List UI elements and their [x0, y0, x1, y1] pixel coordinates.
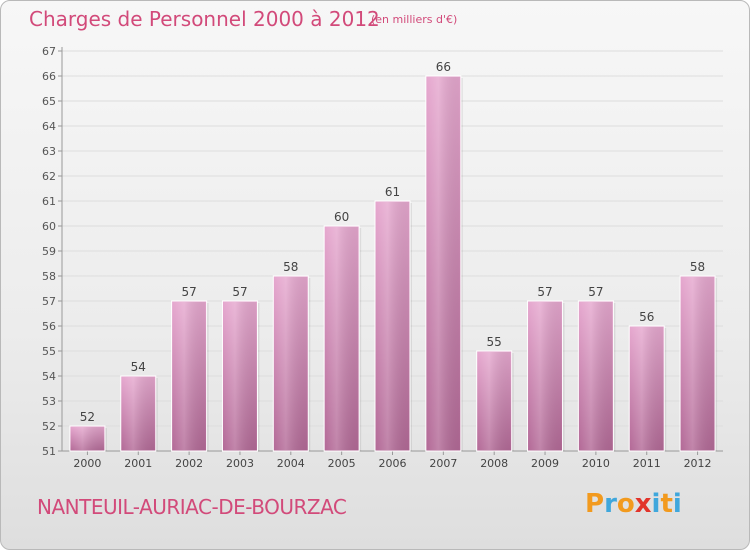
y-tick-label: 60 [42, 220, 56, 233]
data-label: 66 [436, 60, 451, 74]
x-tick-label: 2006 [379, 457, 407, 470]
bar-highlight [579, 302, 613, 450]
y-tick-label: 53 [42, 395, 56, 408]
data-label: 57 [537, 285, 552, 299]
y-tick-label: 57 [42, 295, 56, 308]
x-tick-label: 2001 [124, 457, 152, 470]
bar-highlight [426, 77, 460, 450]
data-label: 58 [690, 260, 705, 274]
y-tick-label: 63 [42, 145, 56, 158]
y-tick-label: 55 [42, 345, 56, 358]
bar-highlight [528, 302, 562, 450]
logo-letter: t [660, 489, 673, 519]
bar-highlight [681, 277, 715, 450]
location-name: NANTEUIL-AURIAC-DE-BOURZAC [37, 495, 347, 519]
y-tick-label: 65 [42, 95, 56, 108]
data-label: 57 [232, 285, 247, 299]
x-tick-label: 2005 [328, 457, 356, 470]
bar-highlight [223, 302, 257, 450]
bar-highlight [376, 202, 409, 450]
y-tick-label: 54 [42, 370, 56, 383]
data-label: 54 [131, 360, 146, 374]
chart-title: Charges de Personnel 2000 à 2012 [29, 7, 380, 31]
x-tick-label: 2007 [429, 457, 457, 470]
bar-highlight [477, 352, 511, 450]
bar-highlight [121, 377, 155, 450]
y-tick-label: 59 [42, 245, 56, 258]
logo-letter: i [651, 489, 661, 519]
logo-letter: P [585, 489, 605, 519]
data-label: 55 [487, 335, 502, 349]
y-tick-label: 58 [42, 270, 56, 283]
data-label: 52 [80, 410, 95, 424]
bar-highlight [172, 302, 206, 450]
x-tick-label: 2002 [175, 457, 203, 470]
x-tick-label: 2003 [226, 457, 254, 470]
y-tick-label: 64 [42, 120, 56, 133]
logo-letter: i [672, 489, 682, 519]
data-label: 56 [639, 310, 654, 324]
y-tick-label: 51 [42, 445, 56, 458]
x-tick-label: 2011 [633, 457, 661, 470]
bar-highlight [325, 227, 359, 450]
chart-units: (en milliers d'€) [371, 13, 458, 26]
data-labels: 52 54 57 57 58 60 61 66 55 57 57 56 58 [80, 60, 705, 424]
bar-highlight [630, 327, 664, 450]
y-tick-label: 62 [42, 170, 56, 183]
logo-letter: x [634, 489, 652, 519]
x-tick-label: 2004 [277, 457, 305, 470]
y-tick-label: 66 [42, 70, 56, 83]
y-tick-label: 52 [42, 420, 56, 433]
logo-letter: r [604, 489, 617, 519]
x-tick-label: 2000 [73, 457, 101, 470]
x-tick-label: 2008 [480, 457, 508, 470]
data-label: 61 [385, 185, 400, 199]
x-tick-label: 2009 [531, 457, 559, 470]
bar-highlight [274, 277, 308, 450]
data-label: 57 [588, 285, 603, 299]
y-tick-label: 56 [42, 320, 56, 333]
bars [69, 75, 718, 452]
data-label: 57 [181, 285, 196, 299]
bar-highlight [70, 427, 104, 450]
logo-letter: o [616, 489, 635, 519]
data-label: 60 [334, 210, 349, 224]
data-label: 58 [283, 260, 298, 274]
y-tick-label: 61 [42, 195, 56, 208]
proxiti-logo[interactable]: Proxiti [585, 489, 682, 519]
x-tick-label: 2010 [582, 457, 610, 470]
y-tick-label: 67 [42, 45, 56, 58]
x-tick-label: 2012 [684, 457, 712, 470]
